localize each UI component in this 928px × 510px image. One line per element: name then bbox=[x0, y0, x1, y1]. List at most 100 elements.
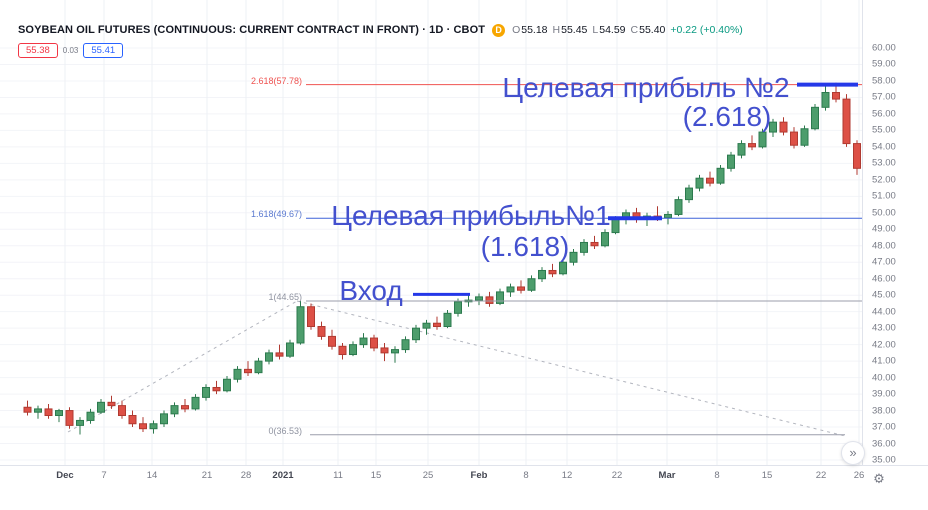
time-axis-tick: 2021 bbox=[272, 470, 294, 481]
price-axis-tick: 50.00 bbox=[872, 207, 896, 219]
candle-body-up bbox=[86, 411, 95, 421]
scroll-to-latest-button[interactable]: » bbox=[841, 441, 865, 465]
entry-annotation[interactable]: Вход bbox=[339, 275, 403, 306]
candle-body-up bbox=[202, 386, 210, 398]
take-profit-1-ratio-annotation[interactable]: (1.618) bbox=[480, 231, 570, 262]
candle-body-up bbox=[412, 327, 420, 341]
candle-body-up bbox=[349, 344, 357, 356]
price-axis-tick: 43.00 bbox=[872, 322, 896, 334]
symbol-title[interactable]: SOYBEAN OIL FUTURES (CONTINUOUS: CURRENT… bbox=[18, 24, 486, 36]
high-value: 55.45 bbox=[561, 24, 588, 36]
candle-body-up bbox=[254, 360, 263, 374]
fib-level-label: 1(44.65) bbox=[268, 291, 302, 302]
price-axis-divider bbox=[862, 0, 863, 465]
candle-body-up bbox=[454, 301, 462, 314]
candle-body-up bbox=[296, 306, 305, 344]
price-axis-tick: 60.00 bbox=[872, 42, 896, 54]
candle-body-up bbox=[538, 269, 546, 280]
candle-body-up bbox=[286, 342, 294, 357]
price-axis-tick: 41.00 bbox=[872, 355, 896, 367]
candle-body-down bbox=[139, 423, 147, 430]
candle-body-up bbox=[422, 322, 431, 329]
price-axis-tick: 36.00 bbox=[872, 438, 896, 450]
candle-body-up bbox=[401, 339, 410, 351]
candle-body-down bbox=[748, 143, 756, 148]
candle-body-up bbox=[611, 218, 620, 234]
price-axis-tick: 35.00 bbox=[872, 454, 896, 466]
candle-body-up bbox=[559, 261, 567, 275]
candle-body-up bbox=[233, 368, 242, 380]
price-axis-tick: 56.00 bbox=[872, 108, 896, 120]
candle-body-up bbox=[55, 410, 63, 417]
time-axis-tick: 14 bbox=[146, 470, 158, 481]
price-axis-tick: 40.00 bbox=[872, 372, 896, 384]
candle-body-down bbox=[853, 143, 861, 169]
close-label: C bbox=[630, 24, 639, 36]
close-value: 55.40 bbox=[639, 24, 666, 36]
fib-anchor-dashed-line bbox=[296, 300, 846, 437]
chart-header: SOYBEAN OIL FUTURES (CONTINUOUS: CURRENT… bbox=[18, 22, 743, 58]
axis-settings-gear-icon[interactable]: ⚙ bbox=[873, 471, 885, 486]
candle-body-up bbox=[76, 419, 84, 426]
fib-level-label: 0(36.53) bbox=[268, 425, 302, 436]
candle-body-up bbox=[265, 352, 273, 362]
low-value: 54.59 bbox=[599, 24, 626, 36]
candle-body-down bbox=[790, 131, 798, 146]
candle-body-up bbox=[685, 187, 693, 201]
price-axis-tick: 47.00 bbox=[872, 256, 896, 268]
price-axis-tick: 42.00 bbox=[872, 339, 896, 351]
candle-body-up bbox=[769, 121, 777, 133]
buy-button[interactable]: 55.41 bbox=[83, 43, 124, 58]
candle-body-up bbox=[34, 408, 42, 413]
time-axis-tick: 8 bbox=[523, 470, 529, 481]
price-axis-tick: 54.00 bbox=[872, 141, 896, 153]
candle-body-down bbox=[433, 322, 441, 328]
candle-body-up bbox=[800, 128, 809, 146]
time-axis-tick: Feb bbox=[470, 470, 488, 481]
candle-body-up bbox=[695, 177, 704, 189]
price-axis-tick: 57.00 bbox=[872, 91, 896, 103]
candle-body-down bbox=[244, 368, 252, 374]
price-axis-tick: 58.00 bbox=[872, 75, 896, 87]
time-axis-tick: 26 bbox=[853, 470, 865, 481]
delayed-data-badge[interactable]: D bbox=[492, 23, 506, 37]
candle-body-down bbox=[307, 306, 315, 328]
high-label: H bbox=[552, 24, 561, 36]
candle-body-up bbox=[569, 251, 578, 263]
sell-button[interactable]: 55.38 bbox=[18, 43, 58, 58]
candle-body-down bbox=[842, 98, 851, 145]
time-axis-divider bbox=[0, 465, 928, 466]
time-axis-tick: 21 bbox=[201, 470, 213, 481]
candle-body-up bbox=[506, 286, 515, 293]
time-axis-tick: 15 bbox=[761, 470, 773, 481]
candle-body-down bbox=[485, 296, 494, 304]
time-axis-tick: 11 bbox=[333, 470, 343, 481]
candle-body-down bbox=[65, 410, 74, 426]
candle-body-up bbox=[716, 167, 725, 184]
candle-body-up bbox=[496, 291, 504, 304]
candle-body-down bbox=[380, 347, 389, 354]
time-axis-tick: 25 bbox=[422, 470, 434, 481]
candle-body-up bbox=[727, 154, 735, 169]
price-axis-tick: 46.00 bbox=[872, 273, 896, 285]
candle-body-up bbox=[580, 241, 588, 253]
time-axis-tick: 22 bbox=[611, 470, 623, 481]
candle-body-down bbox=[107, 401, 116, 407]
candle-body-up bbox=[149, 423, 158, 430]
price-axis-tick: 48.00 bbox=[872, 240, 896, 252]
time-axis-tick: 8 bbox=[714, 470, 720, 481]
take-profit-2-annotation[interactable]: Целевая прибыль №2 bbox=[502, 72, 790, 103]
price-axis-tick: 45.00 bbox=[872, 289, 896, 301]
candle-body-down bbox=[706, 177, 714, 184]
take-profit-2-ratio-annotation[interactable]: (2.618) bbox=[682, 101, 772, 132]
candle-body-up bbox=[811, 106, 819, 130]
price-axis-tick: 53.00 bbox=[872, 157, 896, 169]
take-profit-1-annotation[interactable]: Целевая прибыль№1 bbox=[331, 200, 611, 231]
price-axis-tick: 37.00 bbox=[872, 421, 896, 433]
candle-body-down bbox=[212, 386, 221, 392]
price-axis-tick: 44.00 bbox=[872, 306, 896, 318]
candle-body-up bbox=[170, 405, 179, 415]
spread-value: 0.03 bbox=[62, 46, 79, 55]
